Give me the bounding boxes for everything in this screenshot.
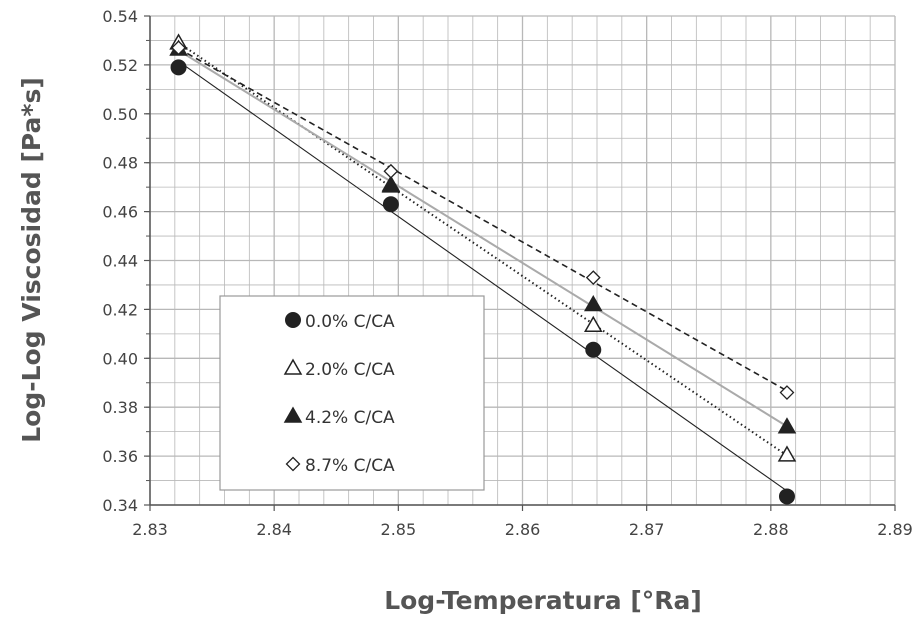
y-tick-label: 0.36 <box>102 447 138 466</box>
y-tick-label: 0.40 <box>102 349 138 368</box>
data-point <box>382 196 399 213</box>
y-tick-label: 0.54 <box>102 7 138 26</box>
trend-line <box>178 60 788 492</box>
data-point <box>583 294 603 312</box>
x-tick-label: 2.84 <box>256 520 292 539</box>
legend-label: 4.2% C/CA <box>305 408 395 428</box>
data-point <box>585 270 601 286</box>
x-tick-label: 2.86 <box>505 520 541 539</box>
y-tick-label: 0.48 <box>102 154 138 173</box>
trend-line <box>177 41 788 457</box>
legend-label: 8.7% C/CA <box>305 456 395 476</box>
legend-box <box>219 295 485 491</box>
x-tick-label: 2.85 <box>381 520 417 539</box>
x-tick-label: 2.87 <box>629 520 665 539</box>
data-point <box>779 385 795 400</box>
x-tick-label: 2.88 <box>753 520 789 539</box>
y-tick-label: 0.34 <box>102 496 138 515</box>
legend-marker <box>285 312 301 328</box>
trend-line <box>178 49 788 428</box>
y-tick-label: 0.44 <box>102 252 138 271</box>
data-point <box>170 59 187 76</box>
x-tick-label: 2.89 <box>877 520 913 539</box>
y-tick-label: 0.46 <box>102 203 138 222</box>
y-tick-label: 0.52 <box>102 56 138 75</box>
data-point <box>171 40 186 56</box>
data-point <box>777 417 797 434</box>
x-axis-title: Log-Temperatura [°Ra] <box>384 586 702 615</box>
data-point <box>583 315 603 333</box>
y-tick-label: 0.50 <box>102 105 138 124</box>
data-points <box>169 33 797 505</box>
legend-marker <box>283 358 303 375</box>
legend-marker <box>285 456 301 472</box>
legend: 0.0% C/CA 2.0% C/CA 4.2% C/CA 8.7% C/CA <box>219 295 485 491</box>
data-point <box>383 163 399 179</box>
y-tick-label: 0.42 <box>102 300 138 319</box>
trend-line <box>178 47 788 392</box>
legend-marker <box>283 406 303 423</box>
data-point <box>777 445 797 462</box>
data-point <box>585 341 602 358</box>
legend-label: 2.0% C/CA <box>305 360 395 380</box>
axes: 0.34 0.36 0.38 0.40 0.42 0.44 0.46 0.48 0.50 0.52… <box>102 7 912 539</box>
data-point <box>778 488 795 505</box>
y-tick-label: 0.38 <box>102 398 138 417</box>
trend-lines <box>177 41 788 492</box>
x-tick-label: 2.83 <box>132 520 168 539</box>
data-point <box>381 175 401 192</box>
legend-label: 0.0% C/CA <box>305 312 395 332</box>
y-axis-title: Log-Log Viscosidad [Pa*s] <box>17 77 46 443</box>
